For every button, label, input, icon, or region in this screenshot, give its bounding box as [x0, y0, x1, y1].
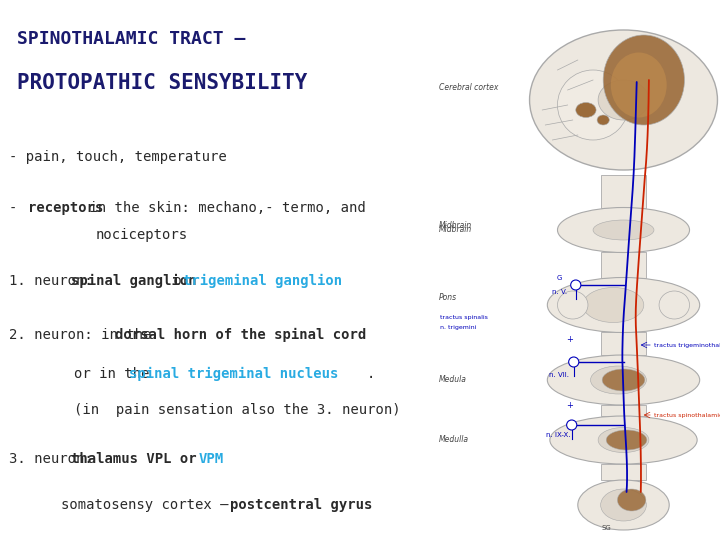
Text: or in the: or in the [74, 367, 158, 381]
Polygon shape [601, 175, 646, 208]
Text: -: - [9, 201, 25, 215]
Text: postcentral gyrus: postcentral gyrus [230, 498, 372, 512]
Text: 1. neuron:: 1. neuron: [9, 274, 101, 288]
Text: PROTOPATHIC SENSYBILITY: PROTOPATHIC SENSYBILITY [17, 73, 307, 93]
Ellipse shape [550, 416, 697, 464]
Circle shape [569, 357, 579, 367]
Polygon shape [601, 332, 646, 355]
Ellipse shape [590, 366, 647, 394]
Text: Pons: Pons [438, 293, 456, 301]
Text: tractus spinalis: tractus spinalis [440, 315, 487, 321]
Ellipse shape [583, 287, 644, 322]
Text: SPINOTHALAMIC TRACT –: SPINOTHALAMIC TRACT – [17, 30, 246, 48]
Text: n. IX-X.: n. IX-X. [546, 432, 571, 438]
Text: n. trigemini: n. trigemini [440, 326, 476, 330]
Text: SG: SG [601, 525, 611, 531]
Polygon shape [601, 252, 646, 278]
Ellipse shape [557, 207, 690, 253]
Ellipse shape [597, 115, 609, 125]
Text: trigeminal ganglion: trigeminal ganglion [183, 274, 342, 288]
Ellipse shape [600, 489, 647, 521]
Text: Midbrain: Midbrain [438, 226, 472, 234]
Text: Medulla: Medulla [438, 435, 469, 444]
Text: Midbrain: Midbrain [438, 220, 472, 230]
Text: somatosensy cortex –: somatosensy cortex – [61, 498, 237, 512]
Ellipse shape [606, 430, 647, 450]
Text: spinal trigeminal nucleus: spinal trigeminal nucleus [130, 367, 338, 381]
Text: Cerebral cortex: Cerebral cortex [438, 84, 498, 92]
Circle shape [567, 420, 577, 430]
Text: receptors: receptors [28, 201, 104, 215]
Text: or: or [165, 274, 198, 288]
Text: +: + [566, 401, 573, 409]
Text: G: G [557, 275, 562, 281]
Text: 3. neuron:: 3. neuron: [9, 452, 101, 466]
Ellipse shape [603, 35, 685, 125]
Text: n. VII.: n. VII. [549, 372, 570, 378]
Polygon shape [601, 405, 646, 416]
Text: dorsal horn of the spinal cord: dorsal horn of the spinal cord [114, 328, 366, 342]
Text: tractus spinothalamicus: tractus spinothalamicus [654, 413, 720, 417]
Ellipse shape [547, 278, 700, 333]
Ellipse shape [618, 489, 646, 511]
Text: - pain, touch, temperature: - pain, touch, temperature [9, 150, 227, 164]
Text: 2. neuron: in the: 2. neuron: in the [9, 328, 159, 342]
Ellipse shape [547, 355, 700, 405]
Text: Medula: Medula [438, 375, 467, 384]
Ellipse shape [659, 291, 690, 319]
Text: in the skin: mechano,- termo, and: in the skin: mechano,- termo, and [81, 201, 365, 215]
Polygon shape [601, 464, 646, 480]
Ellipse shape [602, 369, 645, 391]
Ellipse shape [598, 80, 649, 120]
Text: n. V.: n. V. [552, 289, 567, 295]
Text: VPM: VPM [198, 452, 223, 466]
Ellipse shape [557, 291, 588, 319]
Ellipse shape [611, 52, 667, 118]
Text: .: . [367, 367, 376, 381]
Text: spinal ganglion: spinal ganglion [71, 274, 197, 288]
Ellipse shape [529, 30, 717, 170]
Text: nociceptors: nociceptors [96, 228, 188, 242]
Ellipse shape [593, 220, 654, 240]
Ellipse shape [557, 70, 629, 140]
Ellipse shape [577, 480, 669, 530]
Text: tractus trigeminothalamicus: tractus trigeminothalamicus [654, 342, 720, 348]
Ellipse shape [598, 428, 649, 453]
Circle shape [571, 280, 581, 290]
Text: (in  pain sensation also the 3. neuron): (in pain sensation also the 3. neuron) [74, 403, 400, 417]
Text: thalamus VPL or: thalamus VPL or [71, 452, 205, 466]
Ellipse shape [576, 103, 596, 118]
Text: +: + [566, 335, 573, 345]
